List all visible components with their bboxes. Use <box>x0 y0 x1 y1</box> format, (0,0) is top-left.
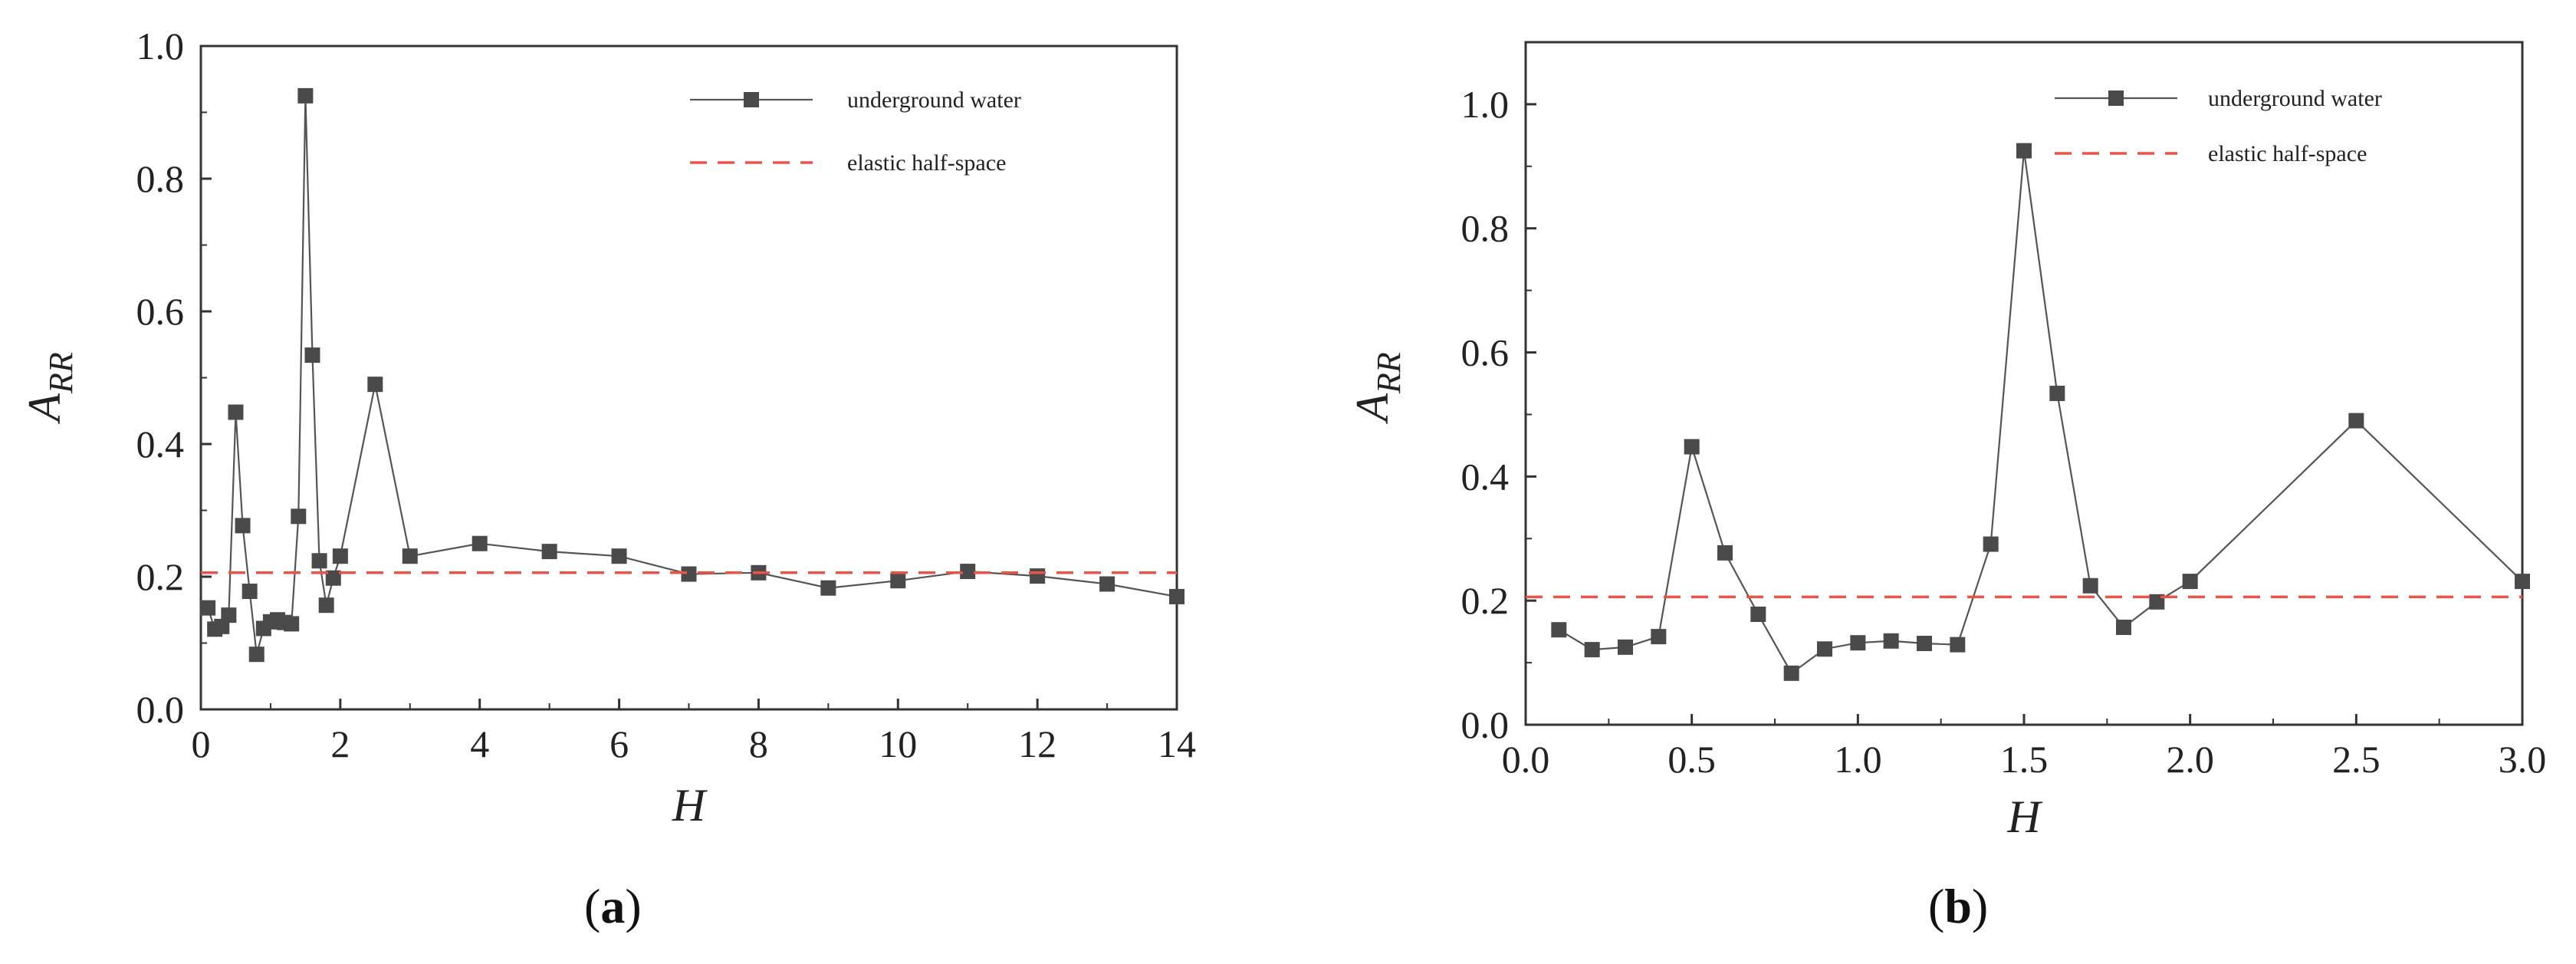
chart-a-svg: 0 2 4 6 8 10 12 14 0.0 0.2 0.4 0.6 0.8 1.0 H ARR undergr… <box>19 25 1196 831</box>
underground-water-point-a-3 <box>221 607 237 623</box>
plot-frame-a <box>199 44 1178 711</box>
chart-b-svg: 0.0 0.5 1.0 1.5 2.0 2.5 3.0 0.0 0.2 0.4 0.6 0.8 1.0 H… <box>1347 41 2547 842</box>
x-tick-label-a-3: 6 <box>610 722 629 765</box>
y-tick-label-b-4: 0.8 <box>1461 207 1510 250</box>
legend-label-elastic-half-space-a: elastic half-space <box>847 150 1006 176</box>
underground-water-point-b-11 <box>1917 636 1932 652</box>
underground-water-point-a-28 <box>890 573 906 589</box>
underground-water-point-b-9 <box>1850 635 1866 651</box>
underground-water-point-b-5 <box>1717 545 1733 561</box>
underground-water-point-b-16 <box>2082 577 2098 594</box>
y-tick-label-b-2: 0.4 <box>1461 455 1510 498</box>
y-tick-label-a-1: 0.2 <box>136 555 185 598</box>
underground-water-point-a-7 <box>248 647 264 663</box>
chart-panel-b: 0.0 0.5 1.0 1.5 2.0 2.5 3.0 0.0 0.2 0.4 0.6 0.8 1.0 H… <box>1342 0 2576 964</box>
x-tick-label-a-4: 8 <box>749 722 768 765</box>
y-tick-label-a-2: 0.4 <box>136 423 185 466</box>
y-tick-label-a-3: 0.6 <box>136 290 185 333</box>
underground-water-point-a-16 <box>311 553 327 569</box>
underground-water-point-a-15 <box>304 347 320 364</box>
legend-marker-underground-water-b <box>2108 90 2124 106</box>
underground-water-point-b-14 <box>2016 143 2032 159</box>
x-axis-title-a: H <box>672 780 708 831</box>
underground-water-point-a-24 <box>611 548 627 564</box>
caption-b-letter: b <box>1944 879 1972 933</box>
x-tick-label-a-1: 2 <box>330 722 350 765</box>
underground-water-point-a-19 <box>332 548 348 564</box>
underground-water-point-b-8 <box>1817 641 1832 657</box>
underground-water-point-b-7 <box>1783 665 1799 681</box>
underground-water-point-a-32 <box>1169 588 1184 604</box>
x-tick-label-a-6: 12 <box>1018 722 1056 765</box>
underground-water-point-b-15 <box>2049 385 2065 401</box>
underground-water-point-b-13 <box>1983 536 1999 552</box>
underground-water-point-a-22 <box>472 535 488 551</box>
caption-b: (b) <box>1928 879 1989 933</box>
underground-water-point-a-4 <box>228 404 244 420</box>
x-tick-label-b-5: 2.5 <box>2332 738 2380 781</box>
x-tick-label-a-0: 0 <box>192 722 211 765</box>
underground-water-point-a-21 <box>402 548 418 564</box>
y-tick-label-a-5: 1.0 <box>136 25 185 67</box>
y-axis-title-b: ARR <box>1347 352 1408 425</box>
legend-label-elastic-half-space-b: elastic half-space <box>2208 141 2367 166</box>
underground-water-point-a-20 <box>367 377 383 393</box>
underground-water-point-b-17 <box>2116 619 2131 635</box>
underground-water-line-b <box>1558 150 2523 675</box>
underground-water-point-a-30 <box>1030 568 1046 584</box>
y-tick-label-b-5: 1.0 <box>1461 83 1510 126</box>
underground-water-point-a-6 <box>242 584 258 600</box>
underground-water-point-b-3 <box>1651 629 1667 645</box>
y-tick-label-b-3: 0.6 <box>1461 331 1510 374</box>
underground-water-point-a-5 <box>235 518 251 534</box>
x-tick-label-b-2: 1.0 <box>1834 738 1882 781</box>
x-tick-label-b-1: 0.5 <box>1668 738 1716 781</box>
underground-water-point-b-21 <box>2515 574 2530 590</box>
underground-water-point-b-20 <box>2348 413 2364 429</box>
underground-water-point-a-29 <box>960 564 976 580</box>
underground-water-point-b-10 <box>1883 633 1899 649</box>
x-tick-label-a-7: 14 <box>1158 722 1196 765</box>
underground-water-point-a-0 <box>200 600 216 616</box>
y-axis-title-main-b: A <box>1347 393 1398 425</box>
underground-water-point-b-0 <box>1551 622 1567 638</box>
underground-water-point-b-19 <box>2182 574 2198 590</box>
underground-water-point-a-14 <box>297 87 314 104</box>
underground-water-point-a-27 <box>820 580 836 596</box>
legend-marker-underground-water-a <box>744 92 759 107</box>
x-tick-label-b-4: 2.0 <box>2166 738 2214 781</box>
legend-label-underground-water-b: underground water <box>2208 86 2382 111</box>
x-tick-label-a-2: 4 <box>470 722 489 765</box>
underground-water-point-a-31 <box>1099 576 1116 592</box>
y-axis-title-sub-b: RR <box>1370 352 1408 394</box>
caption-a: (a) <box>584 879 642 933</box>
caption-a-letter: a <box>600 879 626 933</box>
underground-water-point-b-1 <box>1584 642 1600 658</box>
x-tick-label-a-5: 10 <box>879 722 917 765</box>
underground-water-point-a-13 <box>291 508 307 525</box>
underground-water-point-b-6 <box>1750 606 1766 622</box>
y-axis-title-a: ARR <box>19 352 80 425</box>
underground-water-point-b-12 <box>1950 637 1966 653</box>
y-axis-title-main-a: A <box>19 393 70 425</box>
y-tick-label-a-4: 0.8 <box>136 157 185 200</box>
chart-panel-a: 0 2 4 6 8 10 12 14 0.0 0.2 0.4 0.6 0.8 1.0 H A RR undergr… <box>0 0 1227 964</box>
underground-water-point-a-25 <box>681 566 697 582</box>
x-tick-label-b-0: 0.0 <box>1502 738 1550 781</box>
underground-water-point-a-17 <box>318 597 334 614</box>
x-tick-label-b-6: 3.0 <box>2499 738 2547 781</box>
underground-water-point-a-18 <box>325 570 341 586</box>
underground-water-point-b-2 <box>1618 639 1633 655</box>
x-tick-label-b-3: 1.5 <box>2000 738 2049 781</box>
y-tick-label-b-1: 0.2 <box>1461 579 1510 622</box>
y-tick-label-b-0: 0.0 <box>1461 703 1510 746</box>
underground-water-point-a-23 <box>541 544 557 560</box>
legend-label-underground-water-a: underground water <box>847 87 1021 113</box>
underground-water-point-a-12 <box>284 616 300 632</box>
x-axis-title-b: H <box>2006 791 2043 842</box>
y-tick-label-a-0: 0.0 <box>136 688 185 731</box>
underground-water-point-b-4 <box>1684 439 1700 455</box>
y-axis-title-sub-a: RR <box>42 352 80 394</box>
